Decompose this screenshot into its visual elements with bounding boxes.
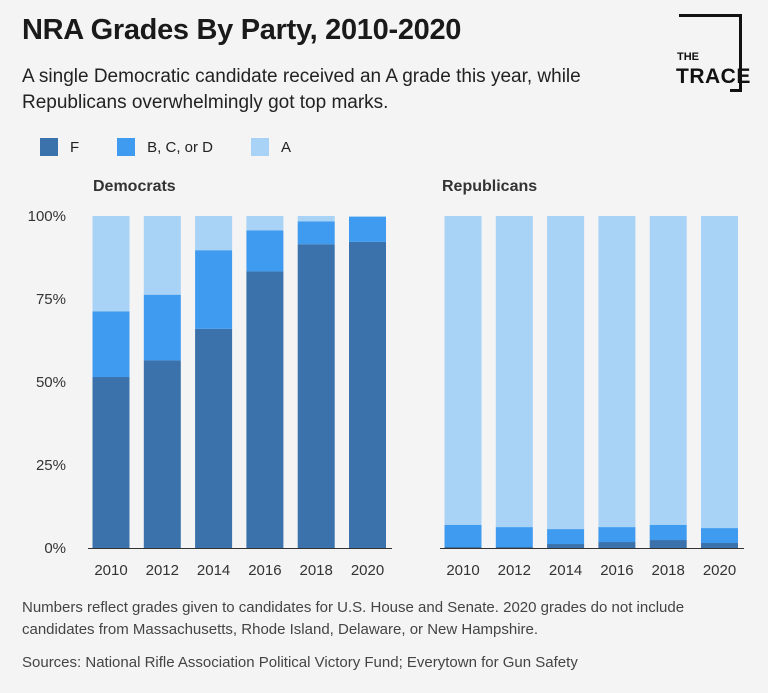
x-tick-label: 2016 [248,562,281,579]
legend-item-a: A [251,138,291,156]
x-tick-label: 2014 [197,562,230,579]
x-tick-label: 2012 [498,562,531,579]
bar-segment-republicans-2018 [649,216,687,525]
bar-segment-democrats-2020 [349,216,386,217]
legend-label-bcd: B, C, or D [147,138,214,156]
legend-swatch-f [40,138,58,156]
y-tick-label: 0% [44,540,66,557]
x-tick-label: 2018 [652,562,685,579]
legend-item-bcd: B, C, or D [117,138,213,156]
logo-line-1: THE [677,51,699,63]
bar-segment-republicans-2016 [598,527,636,543]
bar-segment-republicans-2020 [701,216,738,529]
legend-swatch-bcd [117,138,136,156]
chart-subtitle: A single Democratic candidate received a… [22,66,581,113]
y-tick-label: 100% [28,208,66,225]
bar-segment-republicans-2014 [547,544,585,548]
bar-segment-democrats-2010 [92,311,130,378]
bar-segment-republicans-2016 [598,542,636,548]
chart-notes: Numbers reflect grades given to candidat… [22,599,685,638]
bar-segment-democrats-2012 [143,216,181,295]
y-tick-label: 75% [36,291,66,308]
bar-segment-republicans-2012 [495,547,533,548]
y-tick-label: 25% [36,457,66,474]
bar-segment-democrats-2018 [297,244,335,548]
bar-segment-democrats-2010 [92,377,130,548]
bar-segment-republicans-2018 [649,524,687,541]
bar-segment-republicans-2020 [701,528,738,544]
bar-segment-democrats-2016 [246,216,284,231]
bar-segment-democrats-2016 [246,230,284,272]
bar-segment-republicans-2012 [495,216,533,528]
bar-segment-republicans-2018 [649,540,687,548]
bar-segment-democrats-2020 [349,241,386,548]
legend-item-f: F [40,138,79,156]
x-tick-label: 2010 [446,562,479,579]
legend-label-f: F [70,138,80,156]
bar-segment-democrats-2012 [143,294,181,361]
x-tick-label: 2010 [94,562,127,579]
legend-swatch-a [251,138,270,156]
bar-segment-republicans-2010 [444,216,482,525]
x-tick-label: 2014 [549,562,582,579]
the-trace-logo: THE TRACE [676,14,750,92]
bar-segment-republicans-2014 [547,216,585,530]
bar-segment-republicans-2010 [444,524,482,548]
bar-segment-democrats-2014 [195,250,233,329]
bar-segment-republicans-2014 [547,529,585,545]
bar-segment-democrats-2012 [143,360,181,548]
legend: F B, C, or D A [40,138,329,156]
bar-segment-republicans-2010 [444,547,482,548]
legend-label-a: A [281,138,292,156]
bar-segment-republicans-2012 [495,527,533,548]
x-tick-label: 2016 [600,562,633,579]
bar-segment-democrats-2014 [195,328,233,548]
x-tick-label: 2020 [351,562,384,579]
panel-title-democrats: Democrats [93,178,176,195]
bar-segment-democrats-2016 [246,271,284,548]
bar-segment-democrats-2010 [92,216,130,312]
x-tick-label: 2012 [146,562,179,579]
y-tick-label: 50% [36,374,66,391]
bar-segment-republicans-2020 [701,543,738,548]
bar-segment-democrats-2018 [297,221,335,245]
chart-sources: Sources: National Rifle Association Poli… [22,654,578,671]
logo-line-2: TRACE [676,65,751,88]
bar-segment-democrats-2014 [195,216,233,251]
bar-segment-democrats-2020 [349,216,386,242]
x-tick-label: 2020 [703,562,736,579]
chart-title: NRA Grades By Party, 2010-2020 [22,14,462,46]
logo-corner-mark [730,89,742,92]
bar-segment-democrats-2018 [297,216,335,222]
x-tick-label: 2018 [300,562,333,579]
panel-title-republicans: Republicans [442,178,538,195]
bar-segment-republicans-2016 [598,216,636,528]
